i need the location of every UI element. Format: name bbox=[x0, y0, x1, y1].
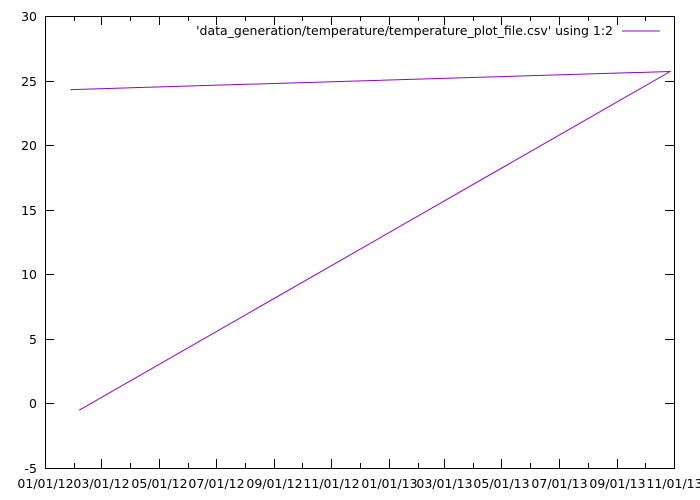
legend: 'data_generation/temperature/temperature… bbox=[196, 23, 660, 38]
x-tick-label: 05/01/12 bbox=[131, 476, 187, 491]
y-tick-labels: -5 0 5 10 15 20 25 30 bbox=[21, 9, 37, 476]
x-tick-label: 09/01/13 bbox=[589, 476, 645, 491]
axis-ticks bbox=[45, 16, 675, 469]
y-tick-label: -5 bbox=[25, 461, 37, 476]
y-tick-label: 20 bbox=[21, 138, 37, 153]
x-tick-label: 03/01/13 bbox=[416, 476, 472, 491]
x-tick-label: 07/01/12 bbox=[188, 476, 244, 491]
series-layer bbox=[70, 70, 671, 411]
plot-area-border bbox=[45, 16, 675, 469]
y-tick-label: 10 bbox=[21, 267, 37, 282]
data-point bbox=[669, 70, 671, 73]
data-point bbox=[79, 409, 81, 411]
x-tick-label: 01/01/13 bbox=[361, 476, 417, 491]
x-tick-label: 01/01/12 bbox=[17, 476, 73, 491]
x-tick-label: 11/01/12 bbox=[303, 476, 359, 491]
y-tick-label: 0 bbox=[29, 396, 37, 411]
x-tick-labels: 01/01/12 03/01/12 05/01/12 07/01/12 09/01/12… bbox=[17, 476, 700, 491]
data-point bbox=[70, 89, 72, 91]
x-tick-label: 11/01/13 bbox=[646, 476, 700, 491]
y-tick-label: 5 bbox=[29, 332, 37, 347]
x-tick-label: 03/01/12 bbox=[73, 476, 129, 491]
y-tick-label: 25 bbox=[21, 74, 37, 89]
x-tick-label: 09/01/12 bbox=[246, 476, 302, 491]
x-tick-label: 05/01/13 bbox=[473, 476, 529, 491]
y-tick-label: 30 bbox=[21, 9, 37, 24]
y-tick-label: 15 bbox=[21, 203, 37, 218]
series-line bbox=[71, 71, 671, 411]
x-tick-label: 07/01/13 bbox=[531, 476, 587, 491]
legend-label: 'data_generation/temperature/temperature… bbox=[196, 23, 613, 38]
